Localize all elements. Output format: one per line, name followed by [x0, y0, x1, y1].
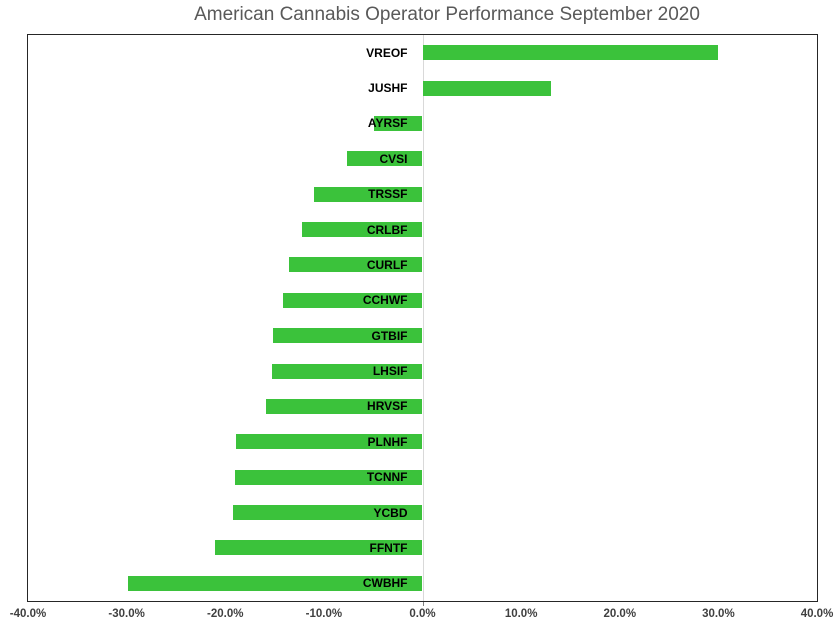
category-label-cchwf: CCHWF [362, 293, 408, 308]
category-label-cvsi: CVSI [379, 151, 408, 166]
bar-plnhf [236, 434, 423, 450]
category-label-ycbd: YCBD [373, 505, 408, 520]
bar-ffntf [215, 540, 423, 556]
x-tick-label--40: -40.0% [9, 608, 47, 620]
bar-vreof [422, 45, 719, 61]
bar-hrvsf [265, 398, 423, 414]
zero-tick-mark [422, 602, 424, 606]
bar-tcnnf [235, 469, 423, 485]
category-label-trssf: TRSSF [368, 187, 408, 202]
category-label-jushf: JUSHF [368, 81, 408, 96]
bar-trssf [314, 186, 423, 202]
category-label-curlf: CURLF [366, 257, 408, 272]
zero-axis-line [422, 35, 424, 601]
x-tick-label-30: 30.0% [702, 608, 735, 620]
bar-jushf [422, 80, 551, 96]
x-tick-label--10: -10.0% [305, 608, 343, 620]
plot-area: VREOF JUSHF AYRSF CVSI TRSSF CRLBF CURLF CCHWF G… [27, 34, 818, 602]
x-tick-label--30: -30.0% [108, 608, 145, 620]
x-tick-label--20: -20.0% [207, 608, 244, 620]
bar-crlbf [302, 222, 423, 238]
x-tick-label-40: 40.0% [800, 608, 834, 620]
bar-gtbif [272, 328, 423, 344]
category-label-ffntf: FFNTF [369, 540, 408, 555]
category-label-ayrsf: AYRSF [367, 116, 408, 131]
category-label-cwbhf: CWBHF [362, 576, 408, 591]
category-label-vreof: VREOF [366, 45, 408, 60]
category-label-crlbf: CRLBF [366, 222, 408, 237]
category-label-plnhf: PLNHF [367, 434, 408, 449]
x-tick-label-10: 10.0% [504, 608, 538, 620]
bar-ayrsf [374, 115, 423, 131]
category-label-gtbif: GTBIF [371, 328, 408, 343]
chart-title: American Cannabis Operator Performance S… [194, 4, 700, 25]
bar-cvsi [346, 151, 423, 167]
x-tick-label-0: 0.0% [409, 608, 436, 620]
bar-lhsif [271, 363, 423, 379]
bar-cchwf [283, 292, 423, 308]
bar-cwbhf [127, 575, 423, 591]
bar-ycbd [233, 505, 423, 521]
bar-curlf [289, 257, 423, 273]
category-label-tcnnf: TCNNF [366, 470, 408, 485]
category-label-hrvsf: HRVSF [367, 399, 408, 414]
x-tick-label-20: 20.0% [603, 608, 637, 620]
category-label-lhsif: LHSIF [372, 364, 408, 379]
